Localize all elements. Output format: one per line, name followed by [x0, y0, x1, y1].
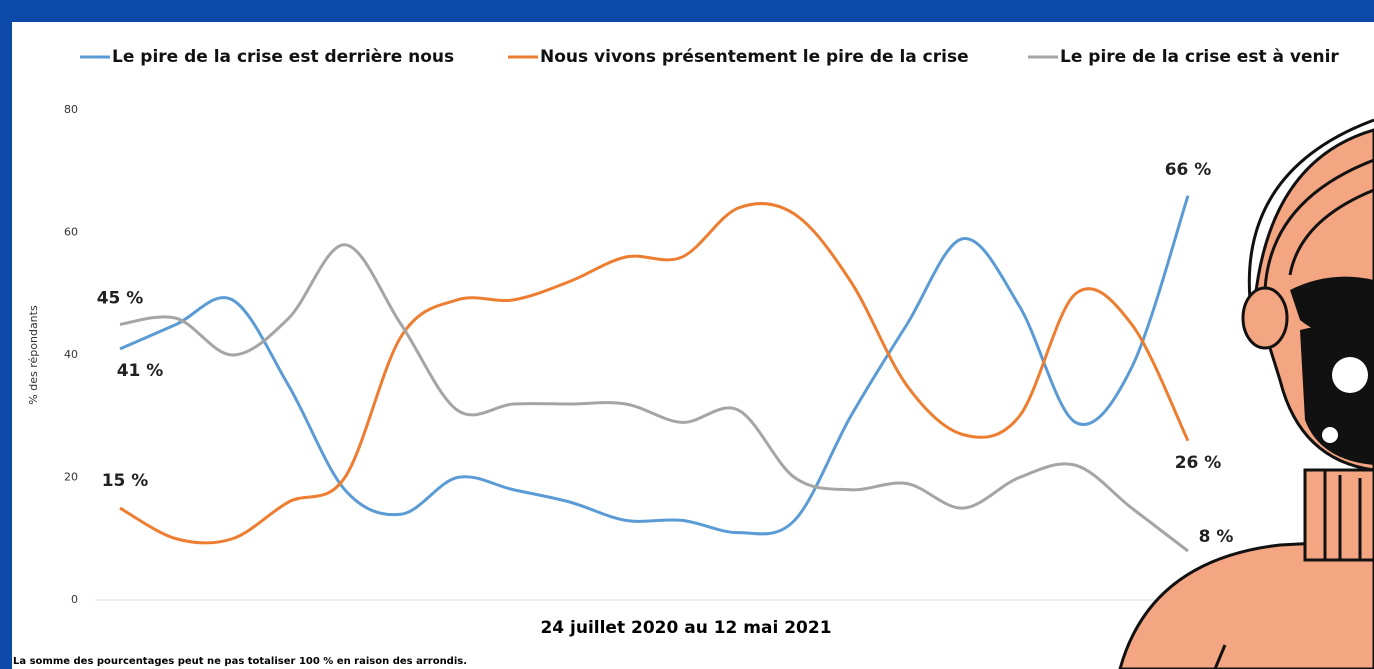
footnote: La somme des pourcentages peut ne pas to…	[13, 656, 467, 667]
value-label: 45 %	[97, 288, 144, 308]
value-label: 66 %	[1165, 160, 1212, 180]
y-tick-label: 0	[71, 593, 78, 606]
y-tick-label: 20	[64, 471, 78, 484]
value-label: 8 %	[1199, 527, 1234, 547]
legend-label: Le pire de la crise est derrière nous	[112, 47, 454, 67]
y-tick-label: 80	[64, 103, 78, 116]
legend-label: Nous vivons présentement le pire de la c…	[540, 47, 969, 67]
chart: 0 20 40 60 80 Le pire de la crise est derrièr…	[0, 0, 1374, 669]
value-label: 26 %	[1175, 453, 1222, 473]
y-tick-label: 40	[64, 348, 78, 361]
page: 0 20 40 60 80 Le pire de la crise est derrièr…	[0, 0, 1374, 669]
y-tick-label: 60	[64, 226, 78, 239]
legend-label: Le pire de la crise est à venir	[1060, 47, 1339, 67]
x-axis-label: 24 juillet 2020 au 12 mai 2021	[540, 618, 831, 638]
value-label: 15 %	[102, 471, 149, 491]
value-label: 41 %	[117, 361, 164, 381]
panel	[12, 22, 1374, 669]
y-axis-label: % des répondants	[27, 305, 40, 405]
